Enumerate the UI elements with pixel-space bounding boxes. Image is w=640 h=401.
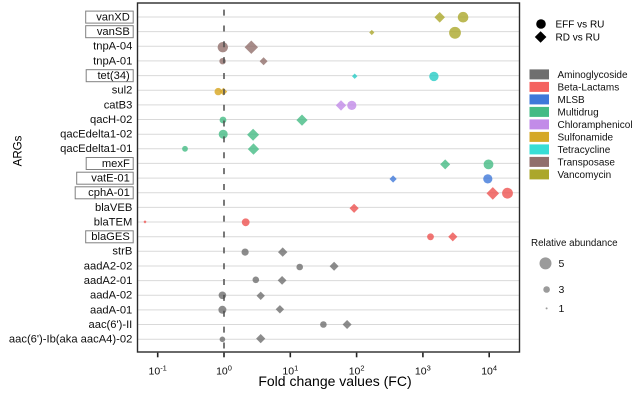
svg-text:Chloramphenicol: Chloramphenicol [558,120,633,131]
svg-text:1: 1 [559,303,565,315]
svg-text:Vancomycin: Vancomycin [558,170,612,181]
svg-text:Multidrug: Multidrug [558,107,599,118]
svg-text:Tetracycline: Tetracycline [558,145,611,156]
svg-text:strB: strB [112,246,132,258]
svg-text:Fold change values (FC): Fold change values (FC) [258,373,411,389]
svg-text:tnpA-04: tnpA-04 [93,41,132,53]
svg-text:catB3: catB3 [104,99,133,111]
svg-text:qacEdelta1-02: qacEdelta1-02 [60,129,132,141]
svg-text:aac(6')-Ib(aka aacA4)-02: aac(6')-Ib(aka aacA4)-02 [9,334,132,346]
svg-text:tnpA-01: tnpA-01 [93,55,132,67]
svg-text:aac(6')-II: aac(6')-II [89,319,133,331]
svg-text:Beta-Lactams: Beta-Lactams [558,82,620,93]
svg-text:vanSB: vanSB [97,26,130,38]
svg-text:aadA2-02: aadA2-02 [84,260,133,272]
svg-text:3: 3 [559,284,565,296]
svg-text:qacH-02: qacH-02 [90,114,132,126]
svg-text:sul2: sul2 [112,85,133,97]
svg-text:RD vs RU: RD vs RU [556,33,600,44]
svg-text:tet(34): tet(34) [97,70,130,82]
svg-text:aadA-01: aadA-01 [90,304,132,316]
svg-text:aadA2-01: aadA2-01 [84,275,133,287]
svg-text:Aminoglycoside: Aminoglycoside [558,70,628,81]
svg-text:cphA-01: cphA-01 [88,187,130,199]
svg-text:aadA-02: aadA-02 [90,290,132,302]
svg-text:MLSB: MLSB [558,95,586,106]
svg-text:EFF vs RU: EFF vs RU [556,20,605,31]
svg-text:blaTEM: blaTEM [94,216,133,228]
svg-text:ARGs: ARGs [13,135,25,166]
svg-text:mexF: mexF [102,158,130,170]
svg-text:vatE-01: vatE-01 [91,173,130,185]
svg-text:vanXD: vanXD [96,11,130,23]
svg-text:5: 5 [559,258,565,270]
svg-text:Sulfonamide: Sulfonamide [558,132,614,143]
svg-text:Relative abundance: Relative abundance [531,238,618,249]
svg-text:blaGES: blaGES [91,231,130,243]
svg-text:Transposase: Transposase [558,157,616,168]
svg-text:qacEdelta1-01: qacEdelta1-01 [60,143,132,155]
svg-text:blaVEB: blaVEB [95,202,132,214]
